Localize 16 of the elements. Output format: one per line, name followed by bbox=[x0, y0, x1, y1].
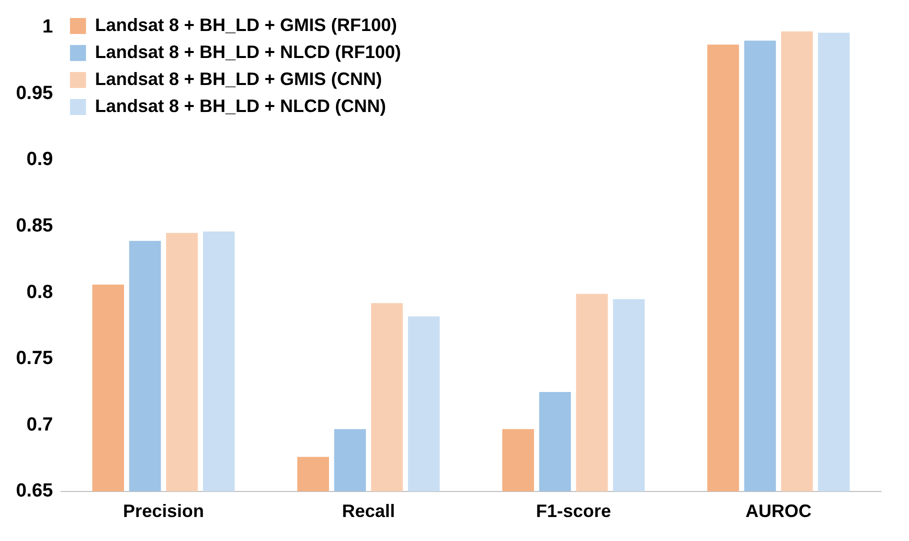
x-tick-label: Recall bbox=[342, 501, 396, 522]
y-tick-label: 0.7 bbox=[26, 414, 53, 436]
y-tick-label: 0.95 bbox=[16, 82, 54, 104]
y-tick-label: 0.9 bbox=[26, 149, 53, 170]
y-tick-label: 0.85 bbox=[16, 215, 54, 236]
x-tick-label: Precision bbox=[122, 501, 204, 522]
legend-label: Landsat 8 + BH_LD + GMIS (RF100) bbox=[94, 14, 398, 35]
legend-label: Landsat 8 + BH_LD + GMIS (CNN) bbox=[94, 68, 382, 89]
x-tick-label: F1-score bbox=[536, 501, 612, 522]
legend-label: Landsat 8 + BH_LD + NLCD (CNN) bbox=[94, 96, 386, 116]
y-tick-label: 1 bbox=[42, 16, 54, 38]
legend-label: Landsat 8 + BH_LD + NLCD (RF100) bbox=[94, 42, 402, 62]
y-tick-label: 0.75 bbox=[16, 348, 54, 370]
x-tick-label: AUROC bbox=[745, 501, 812, 522]
y-tick-label: 0.65 bbox=[16, 480, 54, 502]
y-tick-label: 0.8 bbox=[26, 282, 53, 303]
